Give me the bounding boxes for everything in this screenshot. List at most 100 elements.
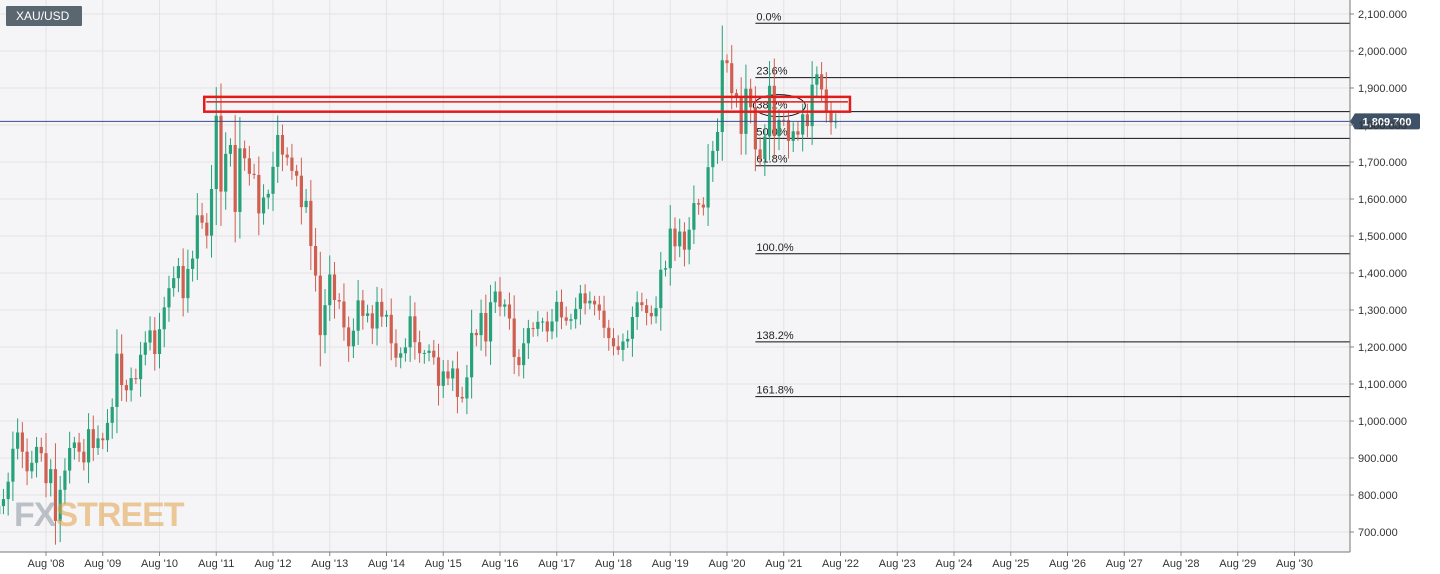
candle-body [668,228,672,269]
candle-body [39,446,43,454]
candle-body [120,353,124,386]
candle-body [124,385,128,391]
candle-body [34,446,39,463]
y-tick-label: 2,000.000 [1358,46,1407,58]
x-tick-label: Aug '13 [311,558,348,570]
candle-body [782,119,786,121]
candle-body [138,354,143,380]
candle-body [602,310,606,328]
candle-body [266,193,270,198]
candle-body [611,338,616,347]
candle-body [6,481,10,500]
current-price-tag [1354,113,1420,130]
candle-body [654,308,658,317]
candle-body [77,442,81,452]
x-tick-label: Aug '20 [709,558,746,570]
x-tick-label: Aug '21 [765,558,802,570]
candle-body [824,89,828,112]
candle-body [645,305,649,313]
candle-body [143,342,147,355]
candle-body [53,469,58,521]
candle-body [328,274,332,306]
candle-body [413,316,417,343]
candle-body [384,314,389,317]
y-tick-label: 1,700.000 [1358,157,1407,169]
candle-body [224,153,228,192]
y-tick-label: 1,300.000 [1358,305,1407,317]
candle-body [569,319,573,321]
fib-level-label: 100.0% [756,242,794,254]
candle-body [365,313,370,316]
candle-body [555,301,559,322]
candle-body [96,438,100,449]
y-tick-label: 1,200.000 [1358,342,1407,354]
candle-body [503,304,507,307]
candle-body [588,300,592,304]
candle-body [819,74,824,90]
candle-body [564,317,568,321]
candle-body [380,301,384,317]
candle-body [11,448,15,482]
candle-body [148,330,152,343]
candle-body [408,316,412,348]
symbol-badge[interactable]: XAU/USD [6,6,82,26]
candle-body [621,341,625,350]
candle-body [791,131,795,141]
plot-background [0,0,1350,552]
x-tick-label: Aug '09 [84,558,121,570]
y-tick-label: 1,000.000 [1358,416,1407,428]
x-tick-label: Aug '26 [1049,558,1086,570]
candle-body [370,313,374,329]
candle-body [247,158,251,174]
candle-body [687,229,691,250]
x-tick-label: Aug '23 [879,558,916,570]
y-tick-label: 1,500.000 [1358,231,1407,243]
x-tick-label: Aug '08 [28,558,65,570]
candle-body [228,144,233,154]
candle-body [436,357,441,386]
x-tick-label: Aug '16 [482,558,519,570]
candle-body [441,371,445,386]
candle-body [110,406,114,423]
candle-body [299,175,303,208]
x-tick-label: Aug '24 [936,558,973,570]
candle-body [356,300,360,331]
candle-body [701,204,705,208]
candle-body [295,170,299,176]
candle-body [630,317,635,339]
candle-body [796,131,800,135]
candle-body [592,300,597,305]
candle-body [578,293,582,309]
x-tick-label: Aug '11 [198,558,234,570]
candle-body [86,429,91,463]
x-tick-label: Aug '29 [1219,558,1256,570]
axis-layer: 700.000 800.000 900.000 1,000.000 1,100.000 1… [0,0,1407,570]
candle-body [640,302,644,306]
candle-body [63,470,67,490]
candle-body [422,352,426,354]
candle-body [195,215,199,259]
candle-body [697,203,701,205]
candle-body [474,332,478,336]
current-price-label: 1,809.700 [1363,116,1412,128]
candle-body [801,114,805,135]
fib-level-label: 161.8% [756,385,794,397]
x-tick-label: Aug '27 [1106,558,1143,570]
candle-body [72,442,76,449]
candle-body [545,321,549,332]
candle-body [389,314,393,344]
y-tick-label: 700.000 [1358,527,1398,539]
candle-body [134,378,138,380]
candle-body [318,275,322,336]
candle-body [252,173,256,175]
candle-body [261,197,266,214]
candle-body [626,338,630,342]
candle-body [44,453,48,484]
resistance-zone-layer [203,95,852,113]
candle-body [394,343,398,358]
candle-body [30,462,34,472]
candle-body [758,149,762,160]
candle-body [361,300,365,316]
candle-body [219,115,223,192]
